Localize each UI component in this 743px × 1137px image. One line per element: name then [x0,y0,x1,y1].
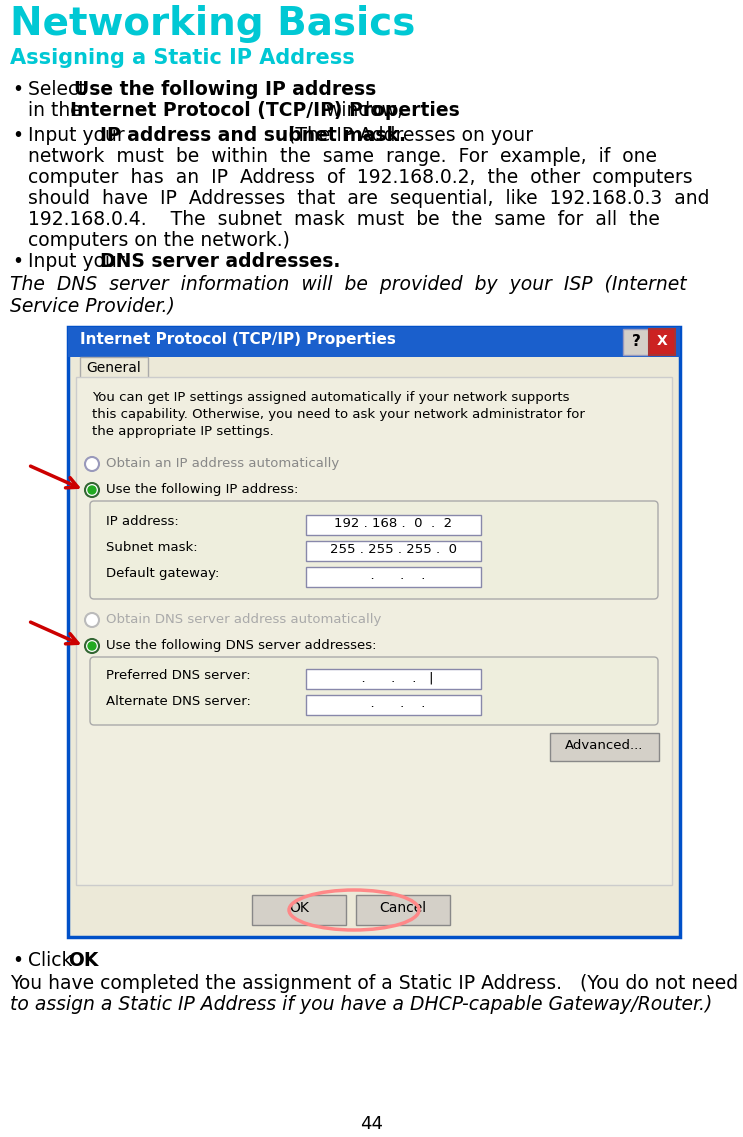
Text: Use the following DNS server addresses:: Use the following DNS server addresses: [106,639,377,652]
FancyBboxPatch shape [623,329,649,355]
Text: to assign a Static IP Address if you have a DHCP-capable Gateway/Router.): to assign a Static IP Address if you hav… [10,995,713,1014]
FancyBboxPatch shape [306,695,481,715]
FancyBboxPatch shape [306,669,481,689]
Circle shape [85,457,99,471]
Text: The  DNS  server  information  will  be  provided  by  your  ISP  (Internet: The DNS server information will be provi… [10,275,687,294]
FancyBboxPatch shape [90,657,658,725]
Text: (The IP Addresses on your: (The IP Addresses on your [282,126,533,146]
Text: Subnet mask:: Subnet mask: [106,541,198,554]
Text: IP address:: IP address: [106,515,179,528]
Text: X: X [657,334,667,348]
Text: Use the following IP address:: Use the following IP address: [106,483,299,496]
Text: 255 . 255 . 255 .  0: 255 . 255 . 255 . 0 [330,543,457,556]
Text: OK: OK [289,901,309,915]
Text: Select: Select [28,80,91,99]
Text: Advanced...: Advanced... [565,739,643,752]
FancyBboxPatch shape [68,327,680,937]
Text: OK: OK [68,951,98,970]
Text: Assigning a Static IP Address: Assigning a Static IP Address [10,48,354,68]
FancyBboxPatch shape [550,733,659,761]
Text: Cancel: Cancel [380,901,426,915]
Text: computer  has  an  IP  Address  of  192.168.0.2,  the  other  computers: computer has an IP Address of 192.168.0.… [28,168,692,186]
Text: •: • [12,252,23,271]
Text: .      .    .: . . . [362,568,425,582]
Text: 44: 44 [360,1115,383,1132]
FancyBboxPatch shape [306,515,481,536]
Circle shape [88,485,96,493]
Circle shape [85,483,99,497]
Text: You can get IP settings assigned automatically if your network supports: You can get IP settings assigned automat… [92,391,569,404]
Text: Obtain DNS server address automatically: Obtain DNS server address automatically [106,613,381,626]
Text: •: • [12,80,23,99]
Text: •: • [12,951,23,970]
Text: DNS server addresses.: DNS server addresses. [100,252,340,271]
Text: Internet Protocol (TCP/IP) Properties: Internet Protocol (TCP/IP) Properties [70,101,460,121]
Text: in the: in the [28,101,88,121]
Text: this capability. Otherwise, you need to ask your network administrator for: this capability. Otherwise, you need to … [92,408,585,421]
Text: IP address and subnet mask.: IP address and subnet mask. [100,126,406,146]
Text: computers on the network.): computers on the network.) [28,231,290,250]
Circle shape [85,613,99,626]
Text: General: General [87,362,141,375]
Text: Service Provider.): Service Provider.) [10,296,175,315]
Text: .      .    .   |: . . . | [353,671,434,684]
Text: You have completed the assignment of a Static IP Address.   (You do not need: You have completed the assignment of a S… [10,974,738,993]
FancyBboxPatch shape [76,377,672,885]
FancyBboxPatch shape [90,501,658,599]
Text: Networking Basics: Networking Basics [10,5,415,43]
Text: the appropriate IP settings.: the appropriate IP settings. [92,425,273,438]
Text: Input your: Input your [28,252,131,271]
FancyBboxPatch shape [649,329,675,355]
FancyBboxPatch shape [356,895,450,926]
FancyBboxPatch shape [252,895,346,926]
Text: should  have  IP  Addresses  that  are  sequential,  like  192.168.0.3  and: should have IP Addresses that are sequen… [28,189,710,208]
Text: Internet Protocol (TCP/IP) Properties: Internet Protocol (TCP/IP) Properties [80,332,396,347]
Circle shape [85,639,99,653]
Text: window,: window, [320,101,403,121]
Text: .      .    .: . . . [362,697,425,709]
Text: ?: ? [632,334,640,349]
Text: Default gateway:: Default gateway: [106,567,219,580]
FancyBboxPatch shape [68,327,680,357]
Text: •: • [12,126,23,146]
FancyBboxPatch shape [80,357,148,379]
Text: 192.168.0.4.    The  subnet  mask  must  be  the  same  for  all  the: 192.168.0.4. The subnet mask must be the… [28,210,660,229]
Text: Alternate DNS server:: Alternate DNS server: [106,695,251,708]
Circle shape [88,642,96,650]
Text: Obtain an IP address automatically: Obtain an IP address automatically [106,457,340,470]
Text: 192 . 168 .  0  .  2: 192 . 168 . 0 . 2 [334,517,452,530]
Text: network  must  be  within  the  same  range.  For  example,  if  one: network must be within the same range. F… [28,147,657,166]
Text: Use the following IP address: Use the following IP address [74,80,376,99]
Text: Click: Click [28,951,79,970]
FancyBboxPatch shape [306,567,481,587]
Text: Input your: Input your [28,126,131,146]
FancyBboxPatch shape [306,541,481,561]
Text: Preferred DNS server:: Preferred DNS server: [106,669,250,682]
